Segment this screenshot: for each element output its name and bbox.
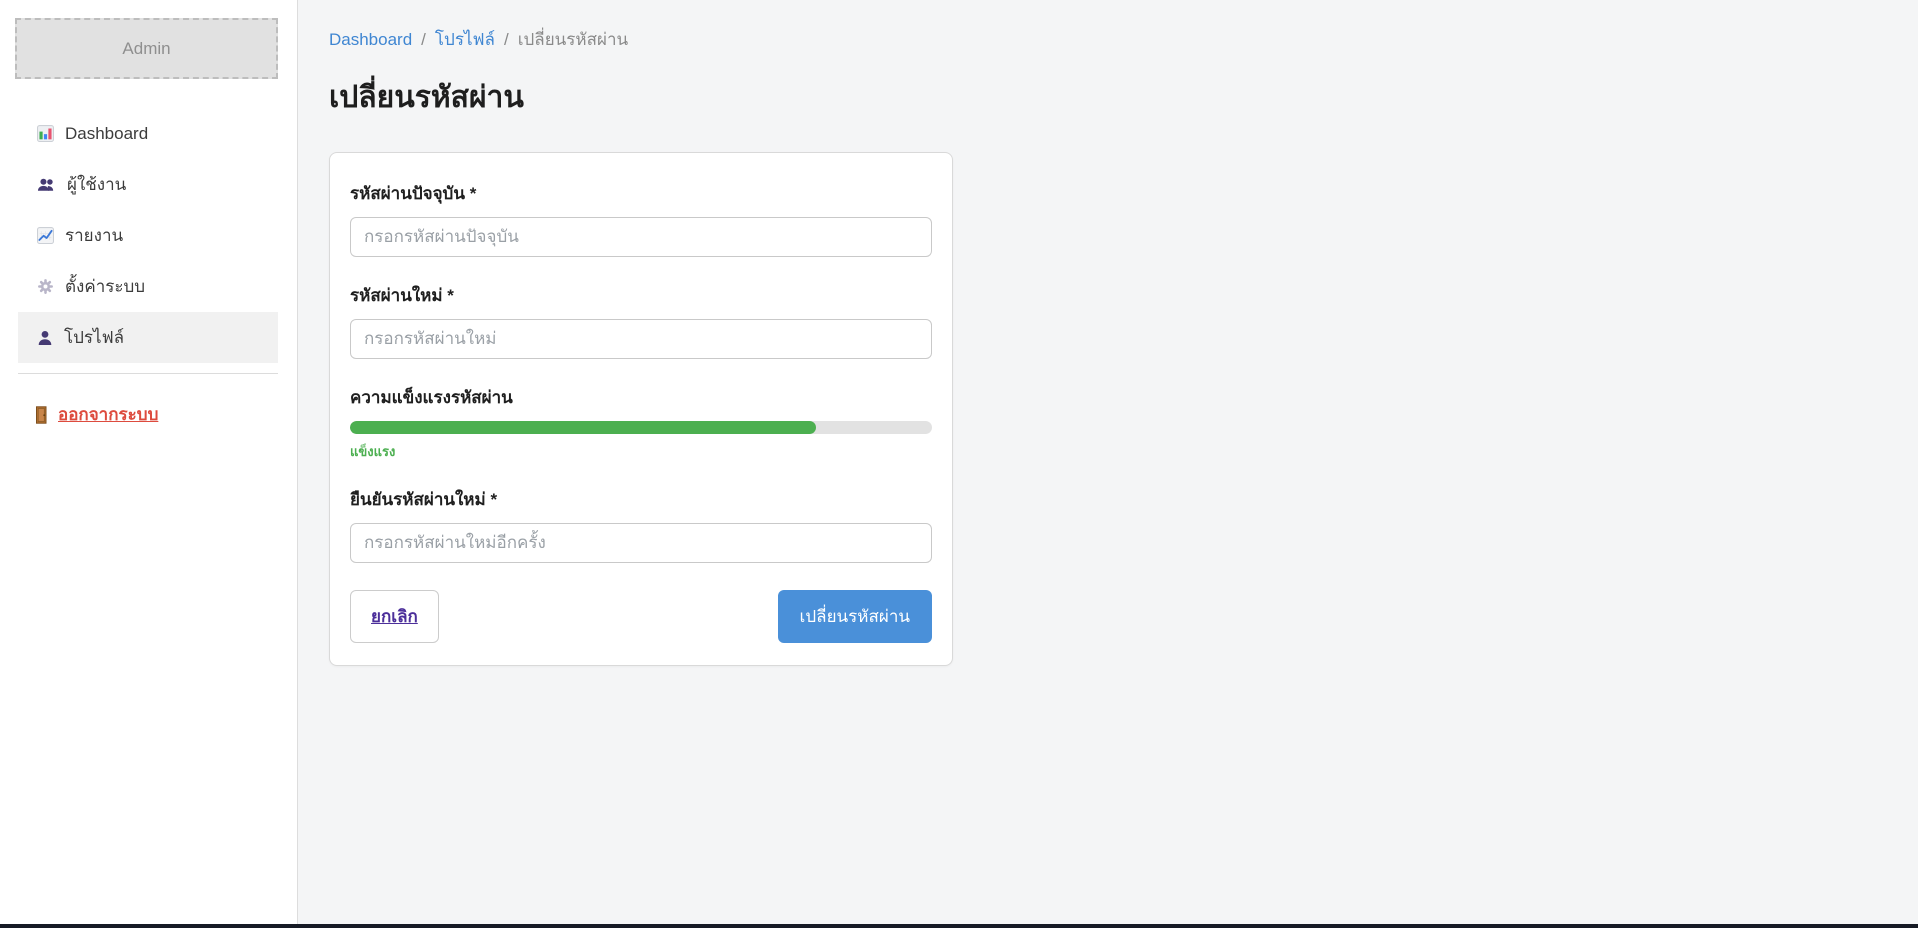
- sidebar-item-settings[interactable]: ตั้งค่าระบบ: [0, 261, 297, 312]
- strength-fill: [350, 421, 816, 434]
- settings-icon: [37, 278, 54, 295]
- current-password-input[interactable]: [350, 217, 932, 257]
- breadcrumb-link-profile[interactable]: โปรไฟล์: [434, 30, 495, 49]
- sidebar-item-label: โปรไฟล์: [64, 328, 125, 347]
- profile-icon: [37, 330, 53, 346]
- new-password-label: รหัสผ่านใหม่ *: [350, 286, 454, 305]
- confirm-password-input[interactable]: [350, 523, 932, 563]
- page-title: เปลี่ยนรหัสผ่าน: [329, 81, 524, 114]
- logout-link[interactable]: ออกจากระบบ: [34, 401, 158, 428]
- sidebar-item-label: ผู้ใช้งาน: [67, 175, 127, 194]
- new-password-field-group: รหัสผ่านใหม่ *: [350, 282, 932, 359]
- dashboard-icon: [37, 125, 54, 142]
- strength-status: แข็งแรง: [350, 444, 396, 459]
- submit-button[interactable]: เปลี่ยนรหัสผ่าน: [777, 590, 932, 643]
- reports-icon: [37, 227, 54, 244]
- brand-logo: Admin: [15, 18, 278, 79]
- breadcrumb-link-dashboard[interactable]: Dashboard: [329, 29, 413, 49]
- breadcrumb: Dashboard / โปรไฟล์ / เปลี่ยนรหัสผ่าน: [329, 26, 1918, 53]
- breadcrumb-separator: /: [421, 29, 426, 49]
- cancel-button[interactable]: ยกเลิก: [350, 590, 439, 643]
- sidebar: Admin Dashboard: [0, 0, 298, 928]
- bottom-edge-bar: [0, 924, 1918, 928]
- sidebar-item-label: Dashboard: [65, 123, 149, 143]
- password-strength-block: ความแข็งแรงรหัสผ่าน แข็งแรง: [350, 384, 932, 462]
- users-icon: [37, 177, 56, 193]
- sidebar-item-dashboard[interactable]: Dashboard: [0, 108, 297, 159]
- password-strength-bar: [350, 421, 932, 434]
- breadcrumb-current: เปลี่ยนรหัสผ่าน: [517, 30, 629, 49]
- change-password-card: รหัสผ่านปัจจุบัน * รหัสผ่านใหม่ * ความแข…: [329, 152, 953, 666]
- confirm-password-field-group: ยืนยันรหัสผ่านใหม่ *: [350, 486, 932, 563]
- sidebar-item-profile[interactable]: โปรไฟล์: [18, 312, 278, 363]
- sidebar-divider: [18, 373, 278, 374]
- current-password-field-group: รหัสผ่านปัจจุบัน *: [350, 180, 932, 257]
- sidebar-item-reports[interactable]: รายงาน: [0, 210, 297, 261]
- sidebar-nav: Dashboard ผู้ใช้งาน รายงา: [0, 108, 297, 363]
- sidebar-item-label: ตั้งค่าระบบ: [65, 277, 146, 296]
- new-password-input[interactable]: [350, 319, 932, 359]
- password-strength-label: ความแข็งแรงรหัสผ่าน: [350, 388, 513, 407]
- current-password-label: รหัสผ่านปัจจุบัน *: [350, 184, 477, 203]
- confirm-password-label: ยืนยันรหัสผ่านใหม่ *: [350, 490, 498, 509]
- sidebar-item-label: รายงาน: [65, 226, 124, 245]
- door-icon: [34, 405, 49, 424]
- logout-label: ออกจากระบบ: [58, 405, 159, 424]
- brand-label: Admin: [122, 38, 171, 58]
- breadcrumb-separator: /: [503, 29, 509, 49]
- sidebar-item-users[interactable]: ผู้ใช้งาน: [0, 159, 297, 210]
- form-actions: ยกเลิก เปลี่ยนรหัสผ่าน: [350, 590, 932, 643]
- main-content: Dashboard / โปรไฟล์ / เปลี่ยนรหัสผ่าน เป…: [298, 0, 1918, 928]
